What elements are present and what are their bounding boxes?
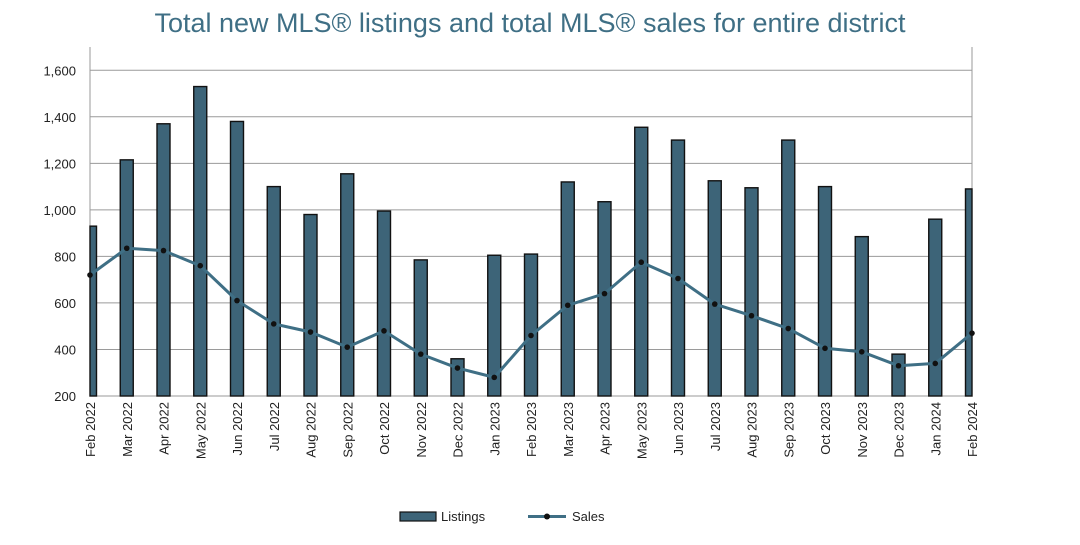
listings-bar <box>891 353 906 397</box>
y-tick-label: 1,400 <box>43 110 76 125</box>
y-tick-label: 400 <box>54 342 76 357</box>
legend-sales-marker <box>544 513 550 520</box>
sales-point <box>638 259 645 266</box>
x-tick-label: May 2022 <box>193 402 208 459</box>
listings-bar <box>266 185 281 397</box>
listings-bar <box>707 180 722 397</box>
legend-sales-label: Sales <box>572 509 605 524</box>
x-tick-label: Oct 2022 <box>377 402 392 455</box>
sales-point <box>528 332 534 339</box>
x-tick-label: Oct 2023 <box>818 402 833 455</box>
sales-line <box>87 245 975 381</box>
sales-point <box>932 360 939 367</box>
sales-point <box>748 312 755 319</box>
listings-bar <box>928 218 943 397</box>
listings-bar <box>744 187 759 397</box>
y-axis-ticks: 200 400 600 800 1,000 1,200 1,400 1,600 <box>43 63 76 404</box>
x-tick-label: Jan 2023 <box>487 402 502 456</box>
listings-bar <box>376 210 392 397</box>
sales-point <box>270 321 277 327</box>
x-tick-label: Jun 2023 <box>671 402 686 456</box>
legend-listings-label: Listings <box>441 509 486 524</box>
x-tick-label: Jul 2022 <box>267 402 282 451</box>
x-tick-label: Aug 2022 <box>304 402 319 458</box>
x-tick-label: Nov 2022 <box>414 402 429 458</box>
x-tick-label: Dec 2023 <box>892 402 907 458</box>
x-tick-label: Sep 2022 <box>340 402 355 458</box>
y-tick-label: 800 <box>54 249 76 264</box>
y-tick-label: 1,200 <box>43 156 76 171</box>
x-tick-label: Apr 2022 <box>157 402 172 455</box>
y-tick-label: 200 <box>54 389 76 404</box>
x-tick-label: Mar 2023 <box>561 402 576 457</box>
sales-point <box>307 329 314 335</box>
listings-bar <box>817 185 833 397</box>
listings-bar <box>854 235 869 397</box>
listings-bar <box>89 225 98 397</box>
sales-point <box>564 302 571 309</box>
y-tick-label: 1,600 <box>43 63 76 78</box>
x-tick-label: May 2023 <box>634 402 649 459</box>
sales-point <box>344 344 351 350</box>
x-tick-label: Feb 2023 <box>524 402 539 457</box>
sales-point <box>601 290 608 297</box>
sales-point <box>197 262 204 269</box>
x-tick-label: Jul 2023 <box>708 402 723 451</box>
sales-point <box>491 374 498 381</box>
listings-bar <box>450 358 465 397</box>
sales-point <box>234 297 240 304</box>
x-tick-label: Jan 2024 <box>928 402 943 456</box>
listings-bar <box>597 201 612 397</box>
listings-bar <box>193 85 208 397</box>
x-tick-label: Mar 2022 <box>120 402 135 457</box>
y-tick-label: 600 <box>54 296 76 311</box>
sales-point <box>454 365 461 371</box>
x-tick-label: Sep 2023 <box>781 402 796 458</box>
sales-point <box>123 245 130 252</box>
listings-bar <box>487 254 502 397</box>
x-tick-label: Apr 2023 <box>598 402 613 455</box>
listings-bar <box>340 173 355 397</box>
listings-bar <box>964 188 973 397</box>
x-axis-ticks: Feb 2022 Mar 2022 Apr 2022 May 2022 Jun 2022… <box>83 402 980 459</box>
sales-point <box>417 351 424 357</box>
sales-point <box>675 275 681 282</box>
sales-point <box>858 348 865 355</box>
sales-point <box>87 272 93 278</box>
listings-bar <box>119 159 134 397</box>
listings-bar <box>523 253 539 397</box>
listings-bar <box>670 139 686 397</box>
chart-title: Total new MLS® listings and total MLS® s… <box>154 8 906 38</box>
x-tick-label: Dec 2022 <box>451 402 466 458</box>
sales-point <box>711 301 718 307</box>
listings-bars <box>89 85 973 397</box>
legend: Listings Sales <box>399 509 605 524</box>
listings-bar <box>413 259 428 397</box>
x-tick-label: Jun 2022 <box>230 402 245 456</box>
sales-point <box>160 247 167 254</box>
x-tick-label: Aug 2023 <box>745 402 760 458</box>
listings-bar <box>229 120 245 397</box>
x-tick-label: Nov 2023 <box>855 402 870 458</box>
sales-point <box>381 328 387 334</box>
x-tick-label: Feb 2022 <box>83 402 98 457</box>
sales-point <box>822 345 828 352</box>
sales-point <box>969 330 975 336</box>
listings-bar <box>303 213 318 397</box>
listings-bar <box>560 181 575 397</box>
listings-bar <box>781 139 796 397</box>
sales-point <box>895 362 902 369</box>
sales-point <box>785 325 792 332</box>
legend-listings-swatch <box>399 511 437 522</box>
x-tick-label: Feb 2024 <box>965 402 980 457</box>
y-tick-label: 1,000 <box>43 203 76 218</box>
listings-bar <box>156 123 171 397</box>
